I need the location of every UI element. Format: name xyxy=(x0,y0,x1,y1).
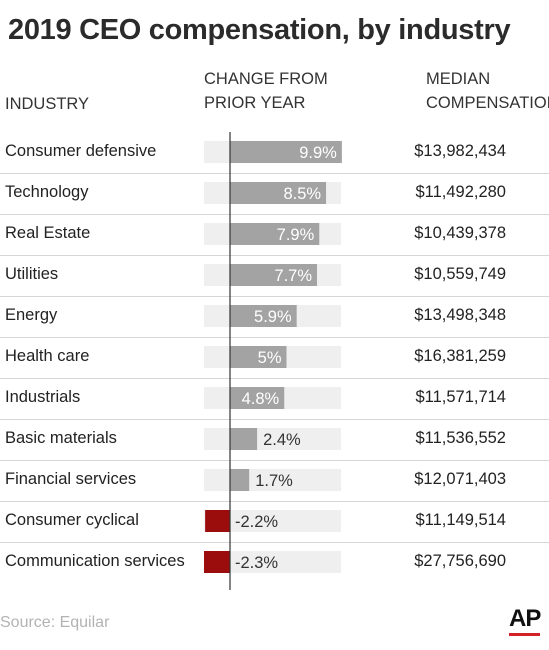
row-separator xyxy=(0,459,549,461)
positive-change-bar xyxy=(230,428,258,450)
change-value-label: 9.9% xyxy=(299,144,337,162)
positive-change-bar xyxy=(230,141,342,163)
industry-header-label: INDUSTRY xyxy=(5,95,90,113)
positive-change-bar xyxy=(230,182,327,204)
change-column-header: CHANGE FROM PRIOR YEAR xyxy=(204,67,328,115)
industry-label: Basic materials xyxy=(5,429,117,447)
industry-label: Consumer defensive xyxy=(5,142,157,160)
positive-change-bar xyxy=(230,223,320,245)
median-column-header: MEDIAN COMPENSATION xyxy=(426,67,549,115)
median-compensation-value: $13,982,434 xyxy=(414,142,506,160)
median-compensation-value: $11,149,514 xyxy=(415,511,506,529)
median-compensation-value: $10,439,378 xyxy=(414,224,506,242)
change-value-label: 7.9% xyxy=(277,226,315,244)
row-separator xyxy=(0,541,549,543)
change-value-label: 2.4% xyxy=(263,431,301,449)
source-note: Source: Equilar xyxy=(0,614,110,631)
positive-change-bar xyxy=(230,264,318,286)
row-separator xyxy=(0,336,549,338)
industry-label: Consumer cyclical xyxy=(5,511,139,529)
median-header-line1: MEDIAN xyxy=(426,70,491,88)
median-compensation-value: $13,498,348 xyxy=(414,306,506,324)
median-compensation-value: $16,381,259 xyxy=(414,347,506,365)
bar-track xyxy=(204,510,341,532)
row-separator xyxy=(0,213,549,215)
ap-logo: AP xyxy=(509,605,541,632)
median-header-line2: COMPENSATION xyxy=(426,94,549,112)
change-value-label: -2.3% xyxy=(235,554,278,572)
median-compensation-value: $27,756,690 xyxy=(414,552,506,570)
industry-label: Real Estate xyxy=(5,224,91,242)
change-header-line2: PRIOR YEAR xyxy=(204,94,306,112)
positive-change-bar xyxy=(230,469,250,491)
median-compensation-value: $10,559,749 xyxy=(414,265,506,283)
row-separator xyxy=(0,500,549,502)
row-separator xyxy=(0,254,549,256)
positive-change-bar xyxy=(230,387,285,409)
median-compensation-value: $11,536,552 xyxy=(415,429,506,447)
ap-logo-underline xyxy=(509,633,540,636)
change-value-label: 7.7% xyxy=(274,267,312,285)
industry-label: Utilities xyxy=(5,265,59,283)
bar-track xyxy=(204,551,341,573)
change-value-label: -2.2% xyxy=(235,513,278,531)
row-separator xyxy=(0,172,549,174)
industry-label: Communication services xyxy=(5,552,185,570)
change-value-label: 4.8% xyxy=(242,390,280,408)
median-compensation-value: $11,492,280 xyxy=(415,183,506,201)
negative-change-bar xyxy=(205,510,230,532)
change-header-line1: CHANGE FROM xyxy=(204,70,328,88)
change-value-label: 8.5% xyxy=(283,185,321,203)
median-compensation-value: $12,071,403 xyxy=(414,470,506,488)
median-compensation-value: $11,571,714 xyxy=(415,388,506,406)
positive-change-bar xyxy=(230,346,287,368)
positive-change-bar xyxy=(230,305,297,327)
change-value-label: 5.9% xyxy=(254,308,292,326)
industry-column-header: INDUSTRY xyxy=(5,92,89,116)
row-separator xyxy=(0,418,549,420)
row-separator xyxy=(0,377,549,379)
change-value-label: 1.7% xyxy=(255,472,293,490)
industry-label: Financial services xyxy=(5,470,137,488)
row-separator xyxy=(0,295,549,297)
industry-label: Technology xyxy=(5,183,89,201)
industry-label: Health care xyxy=(5,347,90,365)
negative-change-bar xyxy=(204,551,230,573)
chart-title: 2019 CEO compensation, by industry xyxy=(8,14,511,46)
industry-label: Energy xyxy=(5,306,58,324)
industry-label: Industrials xyxy=(5,388,81,406)
change-value-label: 5% xyxy=(258,349,282,367)
